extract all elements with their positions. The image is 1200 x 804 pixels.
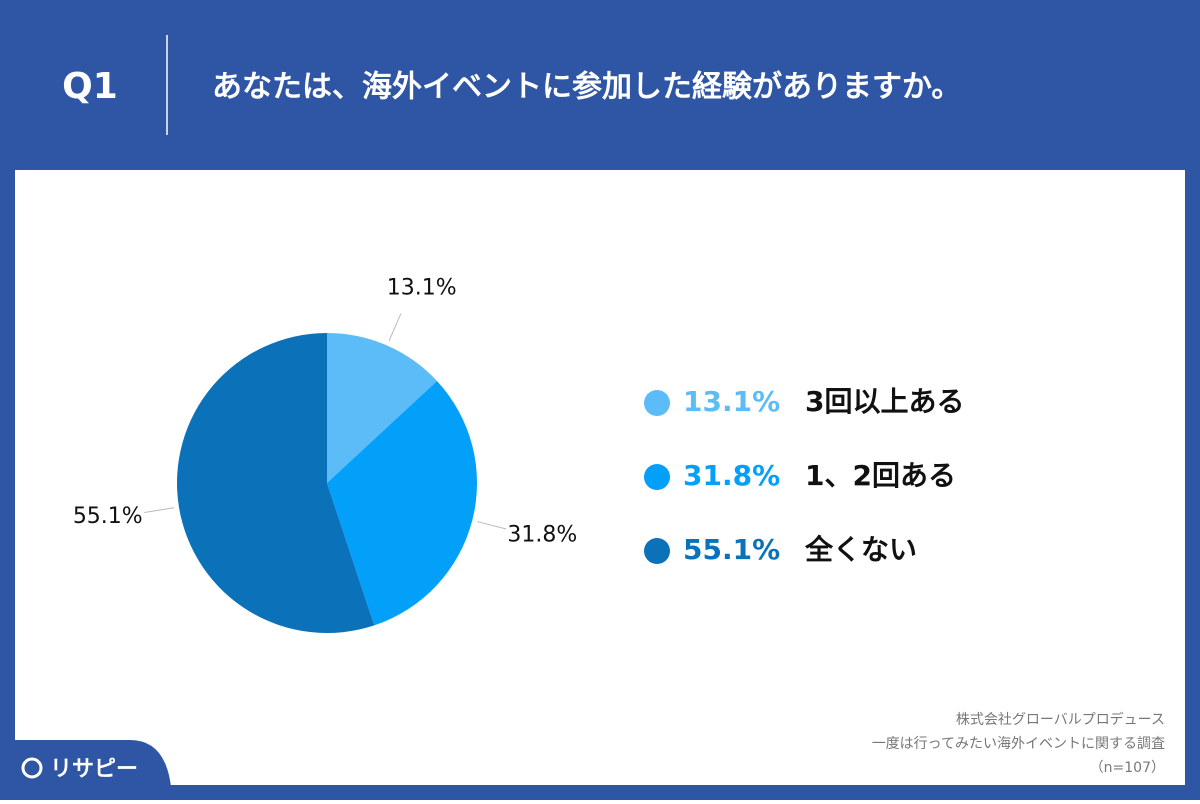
- pie: 13.1% 31.8% 55.1%: [73, 276, 577, 633]
- source: 一度は行ってみたい海外イベントに関する調査: [872, 736, 1165, 752]
- logo: リサピー: [50, 757, 138, 782]
- leader-line: [388, 313, 402, 342]
- leader-line: [477, 521, 507, 530]
- pie-slice: [327, 381, 477, 626]
- pie-slice: [327, 333, 437, 483]
- source: 株式会社グローバルプロデュース: [956, 711, 1165, 728]
- leader-line: [144, 507, 175, 514]
- legend-marker: [644, 538, 670, 564]
- data-label: 31.8%: [507, 523, 577, 548]
- question-title: あなたは、海外イベントに参加した経験がありますか。: [212, 70, 961, 105]
- logo-icon: [21, 757, 43, 779]
- legend-value: 13.1%: [683, 385, 780, 418]
- legend-label: 全くない: [804, 533, 917, 566]
- legend: 13.1% 3回以上ある 31.8% 1、2回ある 55.1% 全くない: [644, 385, 964, 566]
- legend-value: 31.8%: [683, 459, 780, 492]
- question-number: Q1: [62, 66, 118, 107]
- legend-value: 55.1%: [683, 533, 780, 566]
- data-label: 55.1%: [73, 504, 143, 529]
- sample-size: （n=107）: [1090, 760, 1165, 776]
- pie-slice: [177, 333, 375, 633]
- logo-tab: [0, 740, 172, 800]
- legend-marker: [644, 390, 670, 416]
- legend-marker: [644, 464, 670, 490]
- data-label: 13.1%: [387, 276, 457, 301]
- legend-label: 3回以上ある: [805, 385, 964, 418]
- legend-label: 1、2回ある: [805, 459, 956, 492]
